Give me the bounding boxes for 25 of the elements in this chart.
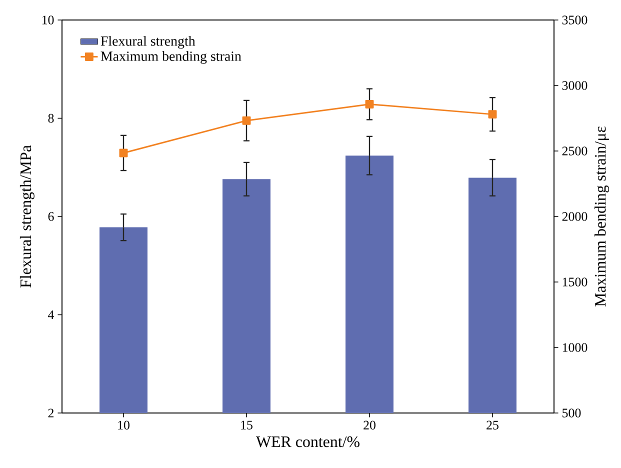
point [119, 148, 128, 158]
y-tick-label: 4 [48, 310, 54, 320]
y-tick-label: 2 [48, 408, 54, 418]
y2-tick-label: 3000 [562, 81, 588, 90]
point [365, 100, 374, 108]
y-tick-label: 10 [42, 16, 54, 24]
y-axis-title: Flexural strength/MPa [20, 145, 34, 288]
y2-tick-label: 2000 [562, 212, 588, 221]
legend-label: Maximum bending strain [100, 51, 242, 64]
legend-label: Flexural strength [100, 36, 196, 49]
point [488, 110, 497, 119]
x-tick-label: 10 [118, 420, 130, 430]
y2-tick-label: 1000 [562, 343, 588, 352]
x-tick-label: 25 [486, 420, 498, 430]
x-tick-label: 15 [241, 420, 252, 430]
x-axis-title: WER content/% [256, 436, 360, 448]
x-tick-label: 20 [364, 420, 376, 430]
y-tick-label: 8 [48, 114, 54, 123]
y2-tick-label: 1500 [562, 278, 588, 286]
y2-tick-label: 500 [562, 408, 581, 418]
y2-tick-label: 3500 [562, 16, 588, 24]
y-tick-label: 6 [48, 212, 54, 221]
point [242, 116, 251, 125]
y2-tick-label: 2500 [562, 146, 588, 156]
y2-axis-title: Maximum bending strain/με [594, 126, 610, 306]
